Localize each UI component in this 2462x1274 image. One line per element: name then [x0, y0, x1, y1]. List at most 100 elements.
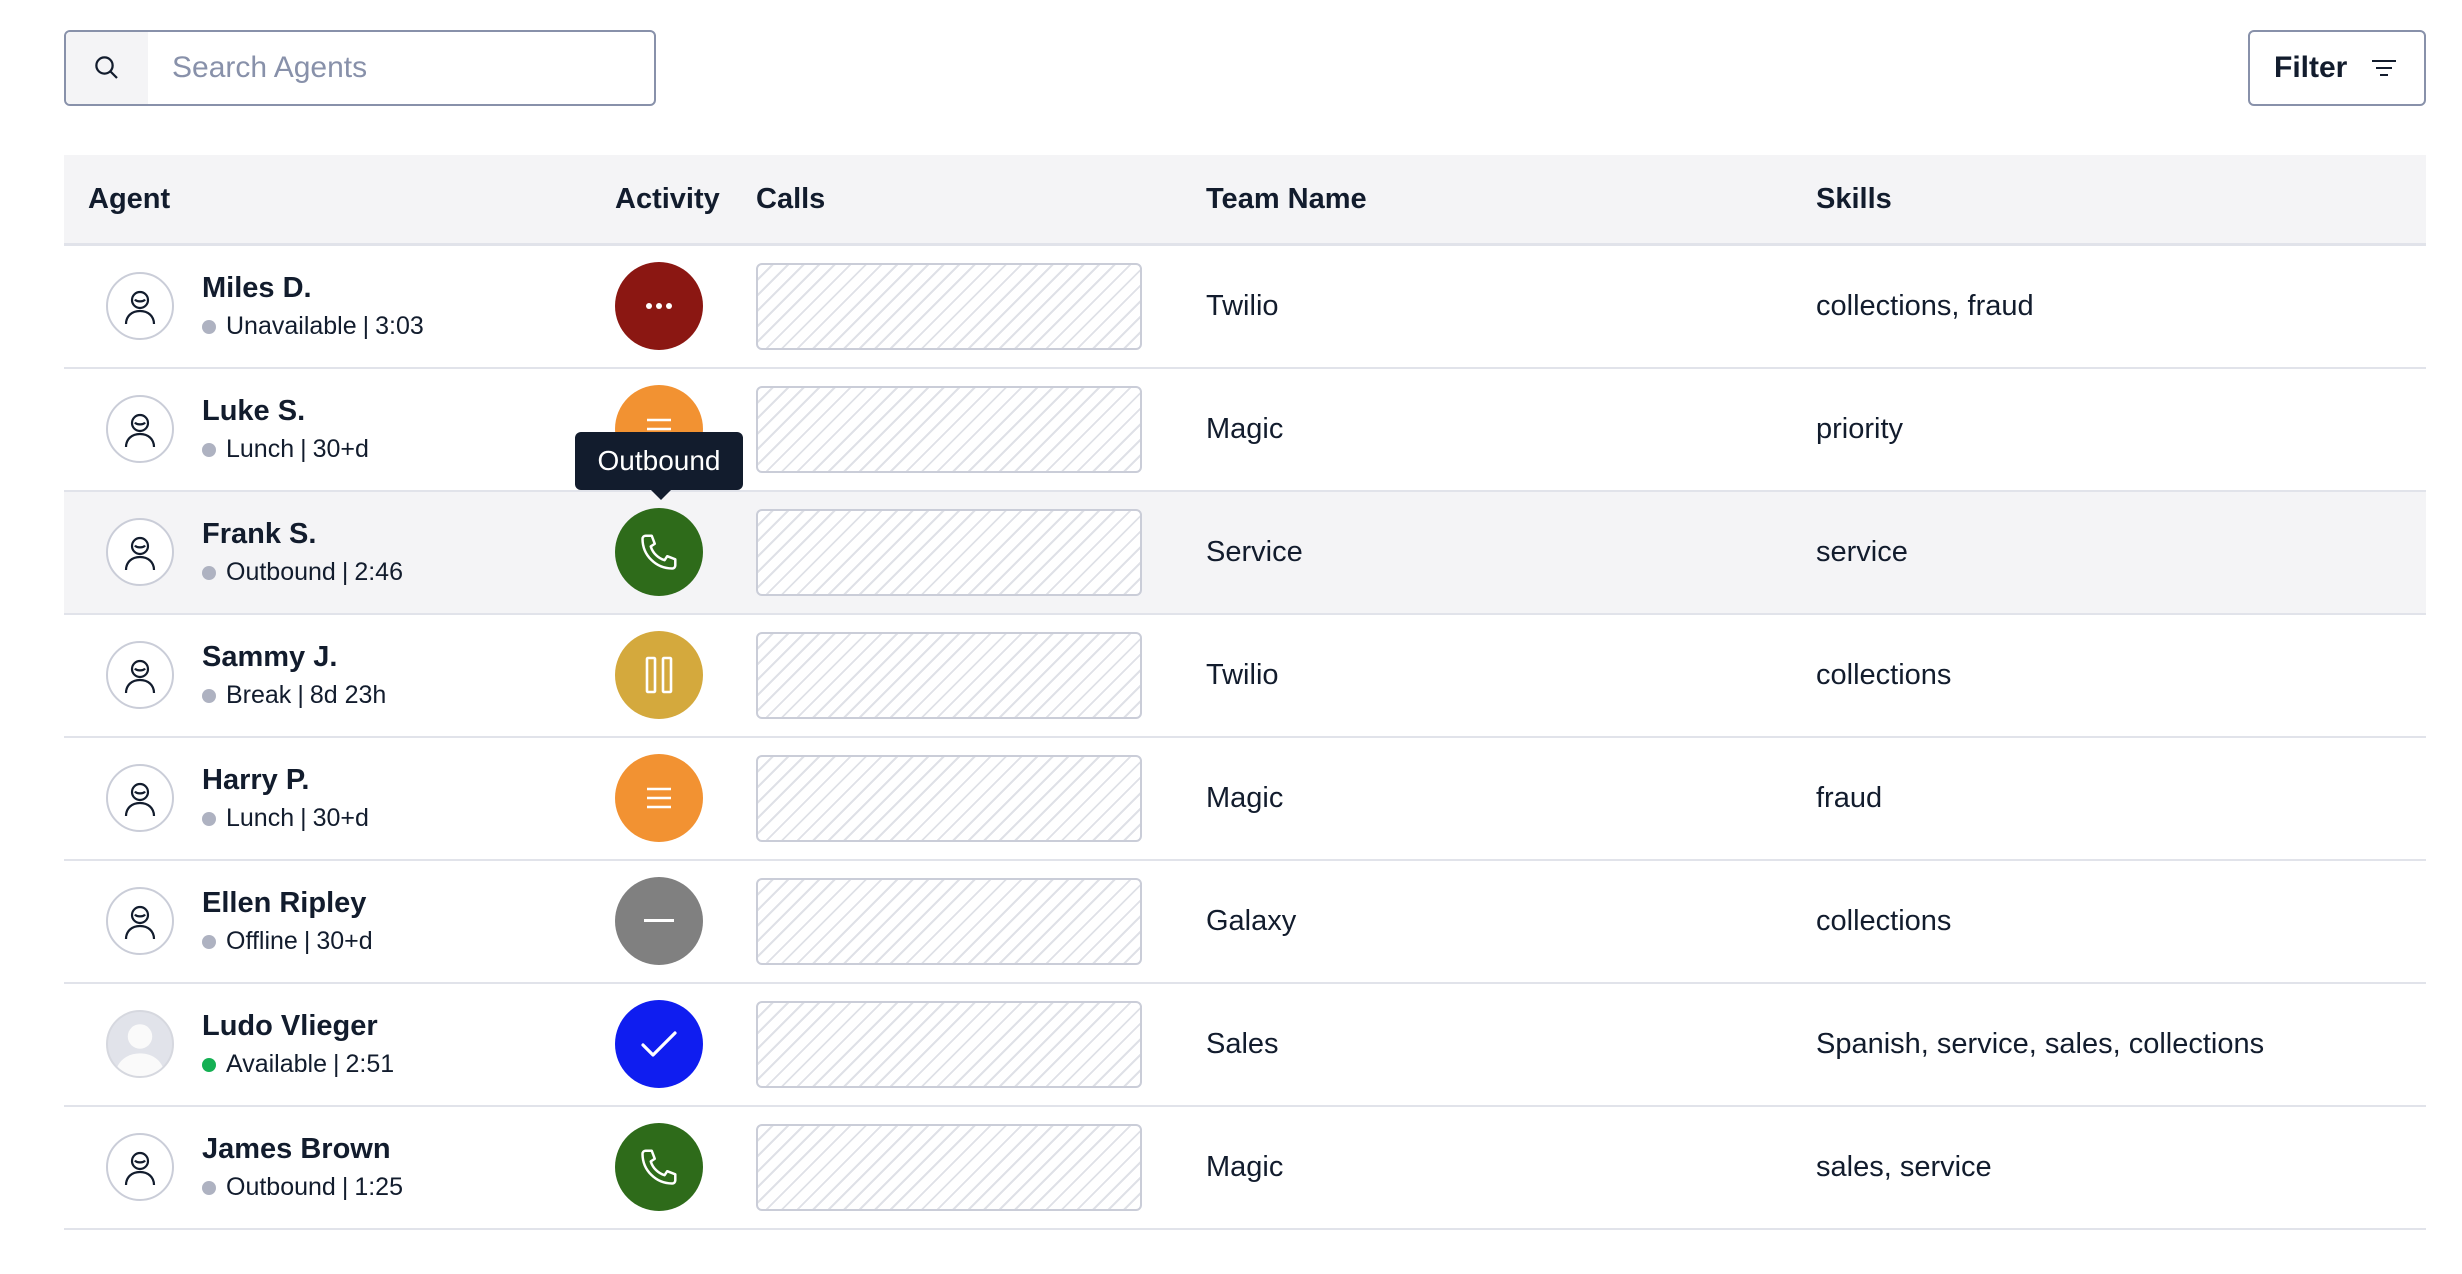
avatar-photo — [106, 1010, 174, 1078]
skills: priority — [1816, 413, 1904, 445]
agent-status: Outbound | 2:46 — [202, 558, 403, 587]
agent-name[interactable]: Frank S. — [202, 518, 317, 550]
user-icon — [106, 641, 174, 709]
agent-status-duration: 30+d — [316, 927, 373, 955]
column-header-team-name[interactable]: Team Name — [1206, 183, 1367, 215]
status-dot-icon — [202, 1057, 216, 1072]
column-header-skills[interactable]: Skills — [1816, 183, 1892, 215]
calls-placeholder — [756, 509, 1142, 596]
skills: collections, fraud — [1816, 290, 2034, 322]
skills: collections — [1816, 659, 1952, 691]
agent-name[interactable]: Miles D. — [202, 272, 312, 304]
table-header: Agent Activity Calls Team Name Skills — [64, 155, 2426, 246]
status-separator: | — [341, 558, 349, 586]
activity-available-icon[interactable] — [615, 1000, 703, 1088]
activity-outbound-icon[interactable] — [615, 1123, 703, 1211]
agent-status-duration: 30+d — [312, 435, 369, 463]
calls-placeholder — [756, 755, 1142, 842]
calls-placeholder — [756, 1001, 1142, 1088]
table-body: Miles D. Unavailable | 3:03 Twilio collection… — [64, 246, 2426, 1230]
agent-name[interactable]: Ellen Ripley — [202, 887, 367, 919]
skills: Spanish, service, sales, collections — [1816, 1028, 2265, 1060]
table-row[interactable]: Luke S. Lunch | 30+d Magic priority — [64, 369, 2426, 492]
status-dot-icon — [202, 565, 216, 580]
agent-status-duration: 30+d — [312, 804, 369, 832]
agent-status-label: Lunch — [226, 435, 295, 463]
status-separator: | — [300, 435, 307, 463]
agent-status: Available | 2:51 — [202, 1050, 394, 1079]
agent-status: Lunch | 30+d — [202, 435, 369, 464]
status-dot-icon — [202, 319, 216, 334]
agent-status: Offline | 30+d — [202, 927, 373, 956]
column-header-calls[interactable]: Calls — [756, 183, 826, 215]
activity-unavailable-icon[interactable] — [615, 262, 703, 350]
table-row[interactable]: Harry P. Lunch | 30+d Magic fraud — [64, 738, 2426, 861]
user-icon — [106, 518, 174, 586]
agent-status-label: Outbound — [226, 1173, 336, 1201]
skills: sales, service — [1816, 1151, 1992, 1183]
column-header-agent[interactable]: Agent — [88, 183, 171, 215]
agent-status: Unavailable | 3:03 — [202, 312, 424, 341]
skills: service — [1816, 536, 1908, 568]
agent-status-label: Lunch — [226, 804, 295, 832]
team-name: Twilio — [1206, 290, 1279, 322]
agent-status-label: Outbound — [226, 558, 336, 586]
agent-name[interactable]: Sammy J. — [202, 641, 338, 673]
column-header-activity[interactable]: Activity — [615, 183, 720, 215]
agent-status-label: Break — [226, 681, 292, 709]
team-name: Magic — [1206, 413, 1284, 445]
agent-status-label: Offline — [226, 927, 298, 955]
status-dot-icon — [202, 811, 216, 826]
activity-offline-icon[interactable] — [615, 877, 703, 965]
activity-outbound-icon[interactable] — [615, 508, 703, 596]
activity-tooltip: Outbound — [575, 432, 743, 500]
agent-status: Lunch | 30+d — [202, 804, 369, 833]
status-dot-icon — [202, 442, 216, 457]
table-row[interactable]: Ellen Ripley Offline | 30+d Galaxy collection… — [64, 861, 2426, 984]
agents-table: Agent Activity Calls Team Name Skills Mi… — [64, 155, 2426, 1230]
status-dot-icon — [202, 1180, 216, 1195]
status-separator: | — [297, 681, 304, 709]
agent-status: Outbound | 1:25 — [202, 1173, 403, 1202]
status-separator: | — [341, 1173, 349, 1201]
search-icon — [66, 32, 148, 104]
team-name: Twilio — [1206, 659, 1279, 691]
calls-placeholder — [756, 1124, 1142, 1211]
status-dot-icon — [202, 688, 216, 703]
agent-status-duration: 2:46 — [354, 558, 403, 586]
user-icon — [106, 395, 174, 463]
skills: fraud — [1816, 782, 1883, 814]
agent-name[interactable]: Harry P. — [202, 764, 310, 796]
user-icon — [106, 272, 174, 340]
table-row[interactable]: Ludo Vlieger Available | 2:51 Sales Spanish, … — [64, 984, 2426, 1107]
user-icon — [106, 887, 174, 955]
filter-label: Filter — [2274, 51, 2348, 84]
search-input[interactable] — [148, 32, 654, 104]
user-icon — [106, 764, 174, 832]
agent-status-duration: 2:51 — [345, 1050, 395, 1078]
calls-placeholder — [756, 263, 1142, 350]
table-row[interactable]: Miles D. Unavailable | 3:03 Twilio collection… — [64, 246, 2426, 369]
table-row[interactable]: Sammy J. Break | 8d 23h Twilio collections — [64, 615, 2426, 738]
table-row[interactable]: Frank S. Outbound | 2:46 Service service — [64, 492, 2426, 615]
team-name: Service — [1206, 536, 1303, 568]
filter-button[interactable]: Filter — [2248, 30, 2426, 106]
calls-placeholder — [756, 878, 1142, 965]
agent-status: Break | 8d 23h — [202, 681, 386, 710]
agent-name[interactable]: James Brown — [202, 1133, 391, 1165]
status-separator: | — [362, 312, 370, 340]
table-row[interactable]: James Brown Outbound | 1:25 Magic sales, serv… — [64, 1107, 2426, 1230]
agent-status-label: Unavailable — [226, 312, 357, 340]
activity-break-icon[interactable] — [615, 631, 703, 719]
agent-name[interactable]: Ludo Vlieger — [202, 1010, 378, 1042]
team-name: Galaxy — [1206, 905, 1297, 937]
status-separator: | — [300, 804, 307, 832]
team-name: Magic — [1206, 782, 1284, 814]
team-name: Magic — [1206, 1151, 1284, 1183]
activity-lunch-icon[interactable] — [615, 754, 703, 842]
search-box[interactable] — [64, 30, 656, 106]
agent-name[interactable]: Luke S. — [202, 395, 306, 427]
filter-icon — [2371, 58, 2397, 78]
agent-status-duration: 8d 23h — [309, 681, 387, 709]
agent-status-duration: 3:03 — [375, 312, 424, 340]
